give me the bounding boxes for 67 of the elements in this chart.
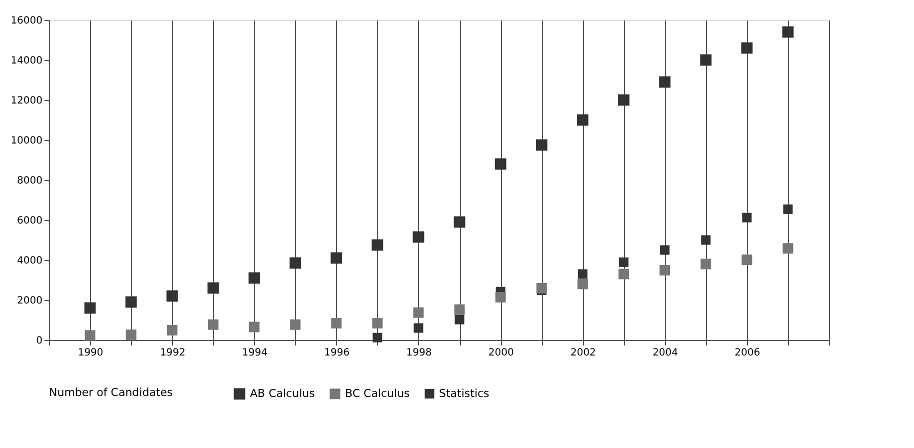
point xyxy=(700,54,712,66)
point xyxy=(208,282,219,294)
y-tick-label: 14000 xyxy=(10,56,42,66)
point xyxy=(495,292,506,302)
point xyxy=(454,314,464,324)
y-tick-label: 16000 xyxy=(10,16,42,26)
x-tick-label: 1998 xyxy=(406,348,432,358)
y-tick-label: 10000 xyxy=(10,136,42,146)
point xyxy=(412,231,424,243)
y-tick-label: 4000 xyxy=(17,256,42,266)
point xyxy=(248,272,260,284)
point xyxy=(618,94,630,106)
y-tick-label: 0 xyxy=(36,336,42,346)
point xyxy=(84,302,96,314)
x-tick-label: 2000 xyxy=(488,348,514,358)
point xyxy=(414,323,424,333)
point xyxy=(372,332,382,342)
y-tick-label: 8000 xyxy=(17,176,42,186)
point xyxy=(331,318,342,328)
legend-label: AB Calculus xyxy=(250,386,316,400)
point xyxy=(536,139,548,151)
point xyxy=(782,26,794,38)
x-tick-label: 1990 xyxy=(78,348,104,358)
point xyxy=(618,268,629,280)
point xyxy=(742,254,752,266)
x-tick-label: 1992 xyxy=(160,348,186,358)
point xyxy=(290,319,301,330)
point xyxy=(536,282,547,294)
point xyxy=(290,257,302,269)
point xyxy=(618,257,628,267)
point xyxy=(454,216,466,228)
legend-label: BC Calculus xyxy=(345,386,410,400)
legend-label: Statistics xyxy=(439,386,490,400)
point xyxy=(578,269,588,279)
point xyxy=(660,245,670,255)
point xyxy=(742,212,752,222)
point xyxy=(454,304,465,315)
x-tick-label: 1996 xyxy=(324,348,350,358)
legend-title: Number of Candidates xyxy=(49,386,174,399)
point xyxy=(372,239,384,251)
point xyxy=(700,258,712,270)
point xyxy=(783,204,793,214)
point xyxy=(494,158,506,170)
point xyxy=(576,114,588,126)
point xyxy=(372,318,383,328)
point xyxy=(782,243,794,254)
point xyxy=(660,264,670,276)
point xyxy=(166,290,178,302)
point xyxy=(413,307,424,318)
point xyxy=(125,296,137,308)
point xyxy=(166,324,178,336)
y-tick-label: 2000 xyxy=(17,296,42,306)
point xyxy=(659,76,670,88)
x-tick-label: 1994 xyxy=(242,348,268,358)
point xyxy=(577,278,588,290)
point xyxy=(701,235,711,245)
point xyxy=(249,322,260,332)
point xyxy=(208,319,218,330)
x-tick-label: 2002 xyxy=(570,348,596,358)
y-tick-label: 12000 xyxy=(10,96,42,106)
point xyxy=(330,252,342,264)
point xyxy=(126,330,136,340)
x-tick-label: 2006 xyxy=(734,348,760,358)
point xyxy=(741,42,753,54)
x-tick-label: 2004 xyxy=(652,348,678,358)
point xyxy=(84,330,96,341)
y-tick-label: 6000 xyxy=(17,216,42,226)
